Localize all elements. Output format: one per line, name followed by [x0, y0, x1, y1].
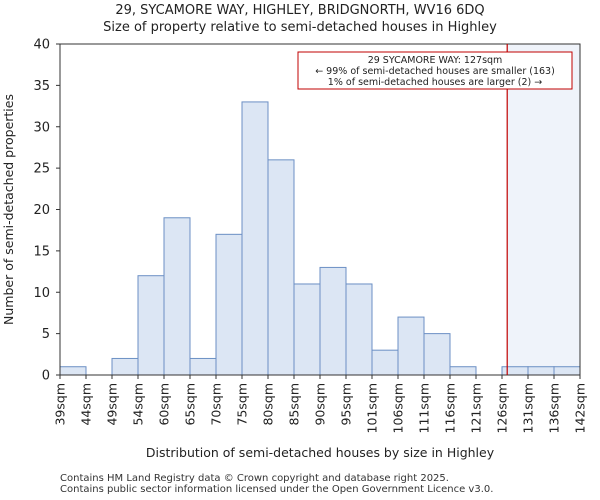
annotation-box [297, 51, 573, 90]
y-tick-label: 35 [33, 79, 50, 94]
y-tick-label: 20 [33, 203, 50, 218]
histogram-bar [163, 217, 191, 376]
x-tick-label: 131sqm [521, 383, 536, 433]
histogram-bar [423, 333, 451, 376]
chart-subtitle: Size of property relative to semi-detach… [103, 20, 497, 35]
histogram-bar [345, 283, 373, 376]
x-tick-label: 116sqm [443, 383, 458, 433]
x-tick-label: 49sqm [105, 383, 120, 426]
histogram-bar [397, 316, 425, 376]
histogram-bar [449, 366, 477, 376]
histogram-bar [189, 357, 217, 376]
histogram-bar [267, 159, 295, 376]
histogram-bar [59, 366, 87, 376]
x-tick-label: 121sqm [469, 383, 484, 433]
y-tick-label: 0 [42, 369, 50, 384]
x-tick-label: 70sqm [209, 383, 224, 426]
x-tick-label: 136sqm [547, 383, 562, 433]
x-tick-label: 60sqm [157, 383, 172, 426]
x-tick-label: 85sqm [287, 383, 302, 426]
y-axis-label: Number of semi-detached properties [1, 94, 16, 325]
x-tick-label: 75sqm [235, 383, 250, 426]
y-tick-label: 30 [33, 120, 50, 135]
annotation-line-1: 29 SYCAMORE WAY: 127sqm [368, 55, 503, 66]
larger-region-highlight [507, 44, 580, 375]
x-tick-label: 126sqm [495, 383, 510, 433]
histogram-bar [215, 233, 243, 376]
footer-licence: Contains public sector information licen… [60, 484, 494, 495]
y-tick-label: 25 [33, 162, 50, 177]
x-tick-label: 44sqm [79, 383, 94, 426]
y-tick-label: 15 [33, 244, 50, 259]
histogram-bar [527, 366, 555, 376]
x-tick-label: 65sqm [183, 383, 198, 426]
x-tick-label: 95sqm [339, 383, 354, 426]
x-tick-label: 90sqm [313, 383, 328, 426]
y-tick-label: 40 [33, 38, 50, 53]
histogram-chart: 0 5 10 15 20 25 30 35 40 39sqm 44sqm 49sqm 54sqm 60sq… [1, 38, 588, 461]
x-tick-label: 111sqm [417, 383, 432, 433]
annotation-line-3: 1% of semi-detached houses are larger (2… [328, 77, 542, 88]
y-tick-label: 5 [42, 327, 50, 342]
histogram-bar [137, 275, 165, 376]
histogram-bar [319, 266, 347, 376]
annotation-line-2: ← 99% of semi-detached houses are smalle… [315, 66, 555, 77]
footer-copyright: Contains HM Land Registry data © Crown c… [60, 473, 449, 484]
histogram-bar [371, 349, 399, 376]
y-tick-label: 10 [33, 286, 50, 301]
x-tick-label: 101sqm [365, 383, 380, 433]
x-tick-label: 54sqm [131, 383, 146, 426]
x-tick-label: 39sqm [53, 383, 68, 426]
histogram-bar [293, 283, 321, 376]
x-tick-label: 106sqm [391, 383, 406, 433]
chart-title: 29, SYCAMORE WAY, HIGHLEY, BRIDGNORTH, W… [115, 3, 485, 18]
x-axis-label: Distribution of semi-detached houses by … [146, 445, 495, 460]
x-tick-label: 142sqm [573, 383, 588, 433]
histogram-bar [501, 366, 529, 376]
histogram-bar [111, 357, 139, 376]
histogram-bar [553, 366, 581, 376]
histogram-bar [241, 101, 269, 376]
x-tick-label: 80sqm [261, 383, 276, 426]
